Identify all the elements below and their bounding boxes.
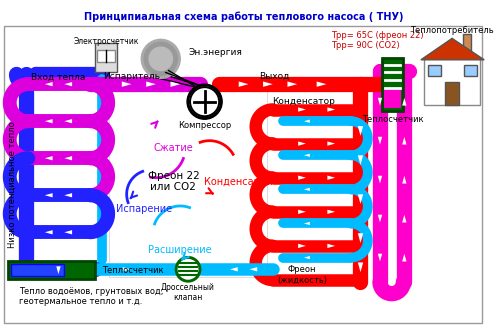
Text: Компрессор: Компрессор bbox=[178, 121, 231, 130]
Polygon shape bbox=[378, 176, 382, 183]
Polygon shape bbox=[45, 230, 52, 234]
FancyBboxPatch shape bbox=[464, 65, 477, 76]
Polygon shape bbox=[45, 156, 52, 161]
Polygon shape bbox=[328, 244, 335, 248]
Text: Конденсатор: Конденсатор bbox=[272, 97, 336, 106]
Polygon shape bbox=[298, 175, 306, 180]
Polygon shape bbox=[64, 193, 72, 197]
Polygon shape bbox=[402, 176, 406, 183]
FancyBboxPatch shape bbox=[109, 90, 267, 277]
Polygon shape bbox=[378, 215, 382, 222]
Text: Трр= 65С (фреон 22): Трр= 65С (фреон 22) bbox=[332, 31, 424, 40]
Polygon shape bbox=[378, 254, 382, 261]
Text: Сжатие: Сжатие bbox=[154, 144, 194, 154]
Text: Конденсация: Конденсация bbox=[204, 176, 273, 186]
FancyBboxPatch shape bbox=[96, 43, 117, 73]
Polygon shape bbox=[304, 120, 310, 123]
Polygon shape bbox=[402, 215, 406, 222]
Polygon shape bbox=[304, 222, 310, 225]
Polygon shape bbox=[316, 82, 326, 87]
Polygon shape bbox=[378, 98, 382, 106]
Polygon shape bbox=[304, 256, 310, 259]
Polygon shape bbox=[298, 107, 306, 112]
Text: Низко потенциальное тепло: Низко потенциальное тепло bbox=[8, 121, 17, 248]
Text: Фреон 22
или СО2: Фреон 22 или СО2 bbox=[148, 171, 200, 192]
Polygon shape bbox=[64, 82, 72, 86]
Text: Трр= 90С (СО2): Трр= 90С (СО2) bbox=[332, 41, 400, 50]
Polygon shape bbox=[298, 210, 306, 214]
FancyBboxPatch shape bbox=[8, 261, 96, 279]
Text: Дроссельный
клапан: Дроссельный клапан bbox=[161, 283, 215, 302]
Polygon shape bbox=[328, 107, 335, 112]
FancyBboxPatch shape bbox=[382, 58, 404, 112]
Polygon shape bbox=[230, 267, 237, 271]
Polygon shape bbox=[250, 267, 257, 271]
FancyBboxPatch shape bbox=[98, 50, 115, 62]
Polygon shape bbox=[402, 98, 406, 106]
Text: Электросчетчик: Электросчетчик bbox=[74, 37, 139, 46]
Circle shape bbox=[144, 42, 178, 75]
FancyBboxPatch shape bbox=[446, 82, 459, 105]
Text: Испарение: Испарение bbox=[116, 204, 172, 214]
Polygon shape bbox=[358, 194, 363, 204]
Circle shape bbox=[178, 259, 198, 279]
Polygon shape bbox=[304, 154, 310, 157]
Polygon shape bbox=[123, 267, 130, 271]
Text: Вход тепла: Вход тепла bbox=[32, 73, 86, 82]
Polygon shape bbox=[402, 137, 406, 145]
Text: Расширение: Расширение bbox=[148, 245, 212, 255]
Polygon shape bbox=[358, 233, 363, 243]
Polygon shape bbox=[64, 230, 72, 234]
Polygon shape bbox=[328, 142, 335, 146]
Polygon shape bbox=[421, 38, 484, 60]
Text: Фреон
(жидкость): Фреон (жидкость) bbox=[277, 265, 327, 285]
Polygon shape bbox=[146, 82, 156, 87]
Polygon shape bbox=[298, 244, 306, 248]
Text: геотермальное тепло и т.д.: геотермальное тепло и т.д. bbox=[20, 297, 143, 306]
Polygon shape bbox=[64, 156, 72, 161]
Polygon shape bbox=[298, 142, 306, 146]
Polygon shape bbox=[358, 155, 363, 165]
Circle shape bbox=[142, 39, 180, 78]
Polygon shape bbox=[170, 82, 180, 87]
Text: Эн.энергия: Эн.энергия bbox=[188, 49, 242, 58]
Polygon shape bbox=[64, 119, 72, 123]
FancyBboxPatch shape bbox=[4, 26, 482, 323]
Polygon shape bbox=[378, 137, 382, 145]
Circle shape bbox=[187, 84, 222, 119]
FancyBboxPatch shape bbox=[10, 264, 64, 276]
Polygon shape bbox=[45, 82, 52, 86]
Polygon shape bbox=[328, 175, 335, 180]
Polygon shape bbox=[45, 193, 52, 197]
Text: Теплосчетчик: Теплосчетчик bbox=[102, 266, 164, 275]
Polygon shape bbox=[56, 266, 60, 274]
Text: Теплосчетчик: Теплосчетчик bbox=[362, 115, 424, 124]
FancyBboxPatch shape bbox=[424, 58, 480, 105]
Text: Выход: Выход bbox=[260, 72, 290, 81]
FancyBboxPatch shape bbox=[384, 90, 402, 108]
Text: Теплопотребитель: Теплопотребитель bbox=[410, 26, 494, 35]
Text: Тепло водоёмов, грунтовых вод,: Тепло водоёмов, грунтовых вод, bbox=[20, 287, 164, 296]
FancyBboxPatch shape bbox=[463, 34, 470, 51]
Circle shape bbox=[190, 87, 219, 116]
Circle shape bbox=[176, 257, 201, 282]
Text: Испаритель: Испаритель bbox=[103, 72, 160, 81]
Text: Принципиальная схема работы теплового насоса ( ТНУ): Принципиальная схема работы теплового на… bbox=[84, 12, 404, 22]
Polygon shape bbox=[402, 254, 406, 261]
Polygon shape bbox=[358, 126, 363, 136]
Polygon shape bbox=[263, 82, 273, 87]
Polygon shape bbox=[238, 82, 248, 87]
Circle shape bbox=[149, 47, 172, 71]
Polygon shape bbox=[288, 82, 297, 87]
FancyBboxPatch shape bbox=[428, 65, 442, 76]
Polygon shape bbox=[45, 119, 52, 123]
Polygon shape bbox=[122, 82, 132, 87]
Polygon shape bbox=[328, 210, 335, 214]
Polygon shape bbox=[358, 262, 363, 272]
Polygon shape bbox=[304, 188, 310, 191]
